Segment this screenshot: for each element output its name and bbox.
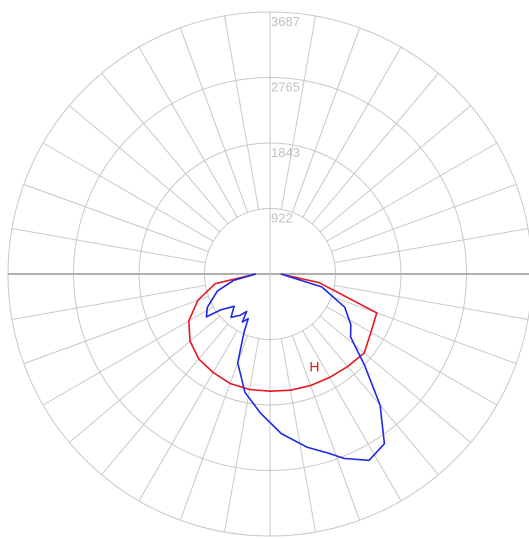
grid-spoke [11,228,206,264]
tick-label-3687: 3687 [271,14,300,29]
grid-spoke [334,228,529,264]
grid-spoke [179,27,249,213]
grid-spoke [101,72,229,225]
radial-tick-labels: 922 1843 2765 3687 [271,14,300,225]
grid-spoke [319,105,472,233]
curves [188,273,386,462]
grid-spoke [23,295,209,365]
polar-grid [7,11,529,537]
series-blue-curve [205,273,386,462]
grid-spoke [334,284,529,320]
grid-spoke [138,330,238,502]
grid-spoke [311,323,439,476]
grid-spoke [311,72,439,225]
grid-spoke [23,183,209,253]
grid-spoke [11,284,206,320]
grid-spoke [138,46,238,218]
grid-spoke [101,323,229,476]
grid-spoke [291,27,361,213]
grid-spoke [224,15,260,210]
grid-spoke [224,338,260,533]
grid-spoke [331,295,517,365]
grid-spoke [302,330,402,502]
grid-spoke [68,105,221,233]
grid-spoke [331,183,517,253]
tick-label-2765: 2765 [271,80,300,95]
grid-spoke [179,335,249,521]
grid-spoke [326,306,498,406]
grid-spoke [42,142,214,242]
series-label-h: H [309,359,319,375]
grid-spoke [68,315,221,443]
grid-spoke [280,338,316,533]
grid-spoke [302,46,402,218]
grid-spoke [42,306,214,406]
tick-label-1843: 1843 [271,145,300,160]
grid-spoke [280,15,316,210]
grid-spoke [291,335,361,521]
grid-spoke [326,142,498,242]
series-h-curve [188,273,378,392]
grid-spoke [319,315,472,443]
tick-label-922: 922 [271,210,293,225]
